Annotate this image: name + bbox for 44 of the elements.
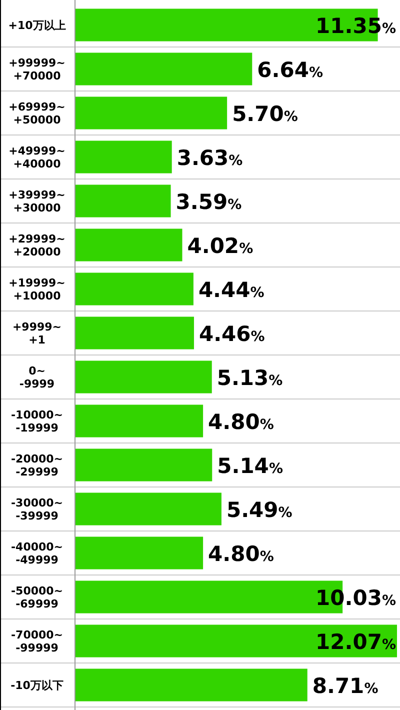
- data-label: 6.64%: [257, 58, 323, 82]
- bar: [75, 668, 308, 702]
- y-tick-label: +69999~+50000: [8, 100, 66, 126]
- y-tick-label: +39999~+30000: [8, 188, 66, 214]
- data-label: 3.59%: [176, 190, 242, 214]
- data-label: 12.07%: [316, 630, 396, 654]
- bar: [75, 492, 222, 526]
- data-label: 3.63%: [176, 146, 243, 170]
- data-label: 5.49%: [226, 498, 292, 522]
- data-label: 5.14%: [217, 454, 283, 478]
- bar: [75, 448, 212, 482]
- bar: [75, 624, 397, 658]
- bar: [75, 360, 212, 394]
- y-tick-label: +19999~+10000: [8, 276, 66, 302]
- bar: [75, 228, 182, 262]
- bar: [75, 140, 172, 174]
- y-tick-label: +29999~+20000: [8, 232, 66, 258]
- y-tick-label: 0~-9999: [19, 364, 55, 390]
- y-tick-label: -10000~-19999: [10, 408, 64, 434]
- data-label: 4.44%: [198, 278, 264, 302]
- bar: [75, 536, 204, 570]
- y-tick-label: -40000~-49999: [10, 540, 64, 566]
- data-label: 5.13%: [216, 366, 283, 390]
- y-tick-label: -10万以下: [10, 679, 64, 692]
- y-tick-label: +99999~+70000: [8, 56, 66, 82]
- data-label: 4.80%: [208, 410, 274, 434]
- y-tick-label: -20000~-29999: [10, 452, 64, 478]
- bar: [75, 52, 252, 86]
- data-label: 4.46%: [198, 322, 265, 346]
- y-tick-label: -50000~-69999: [10, 584, 64, 610]
- y-tick-label: +49999~+40000: [8, 144, 66, 170]
- bar: [75, 184, 171, 218]
- bar: [75, 96, 228, 130]
- data-label: 4.02%: [187, 234, 254, 258]
- data-label: 8.71%: [312, 674, 378, 698]
- bar: [75, 404, 204, 438]
- y-tick-label: +10万以上: [8, 19, 66, 32]
- y-tick-label: +9999~+1: [12, 320, 62, 346]
- bar: [75, 316, 194, 350]
- data-label: 4.80%: [208, 542, 274, 566]
- data-label: 5.70%: [232, 102, 298, 126]
- bar: [75, 272, 194, 306]
- y-tick-label: -70000~-99999: [10, 628, 64, 654]
- y-tick-label: -30000~-39999: [10, 496, 64, 522]
